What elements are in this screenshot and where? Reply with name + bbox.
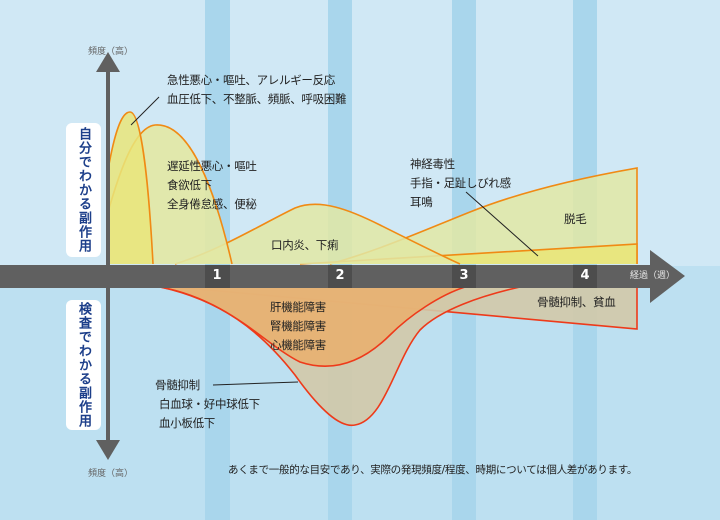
lab-detected-side-effects-label: 検査でわかる副作用 <box>66 300 101 430</box>
acute-nausea-label: 急性悪心・嘔吐、アレルギー反応 血圧低下、不整脈、頻脈、呼吸困難 <box>167 73 347 106</box>
acute-nausea-area <box>108 112 153 264</box>
leader-line-marrow <box>212 381 299 386</box>
x-axis-label: 経過（週） <box>630 271 676 281</box>
y-axis-up-arrow-icon <box>96 52 120 72</box>
bone-marrow-label: 骨髄抑制 白血球・好中球低下 血小板低下 <box>155 378 260 430</box>
x-tick-3: 3 <box>459 268 469 283</box>
leader-line-neuro <box>465 191 539 257</box>
leader-line-acute <box>130 96 160 126</box>
hair-loss-label: 脱毛 <box>564 212 587 226</box>
x-axis-arrow-icon <box>650 250 685 303</box>
stomatitis-area <box>175 204 460 264</box>
x-tick-4: 4 <box>580 268 590 283</box>
organ-dysfunction-area <box>160 287 465 367</box>
y-axis-down-arrow-icon <box>96 440 120 460</box>
neurotoxicity-label: 神経毒性 手指・足趾しびれ感 耳鳴 <box>410 157 511 209</box>
y-axis <box>106 70 110 442</box>
y-axis-top-label: 頻度（高） <box>88 47 134 57</box>
stomatitis-label: 口内炎、下痢 <box>271 238 339 252</box>
y-axis-bottom-label: 頻度（高） <box>88 469 134 479</box>
x-tick-2: 2 <box>335 268 345 283</box>
organ-dysfunction-label: 肝機能障害 腎機能障害 心機能障害 <box>270 300 326 352</box>
x-axis <box>0 265 652 288</box>
disclaimer-note: あくまで一般的な目安であり、実際の発現頻度/程度、時期については個人差があります… <box>228 464 638 476</box>
delayed-nausea-label: 遅延性悪心・嘔吐 食欲低下 全身倦怠感、便秘 <box>167 159 257 211</box>
x-tick-1: 1 <box>212 268 222 283</box>
anemia-label: 骨髄抑制、貧血 <box>537 295 616 309</box>
self-noticeable-side-effects-label: 自分でわかる副作用 <box>66 123 101 257</box>
